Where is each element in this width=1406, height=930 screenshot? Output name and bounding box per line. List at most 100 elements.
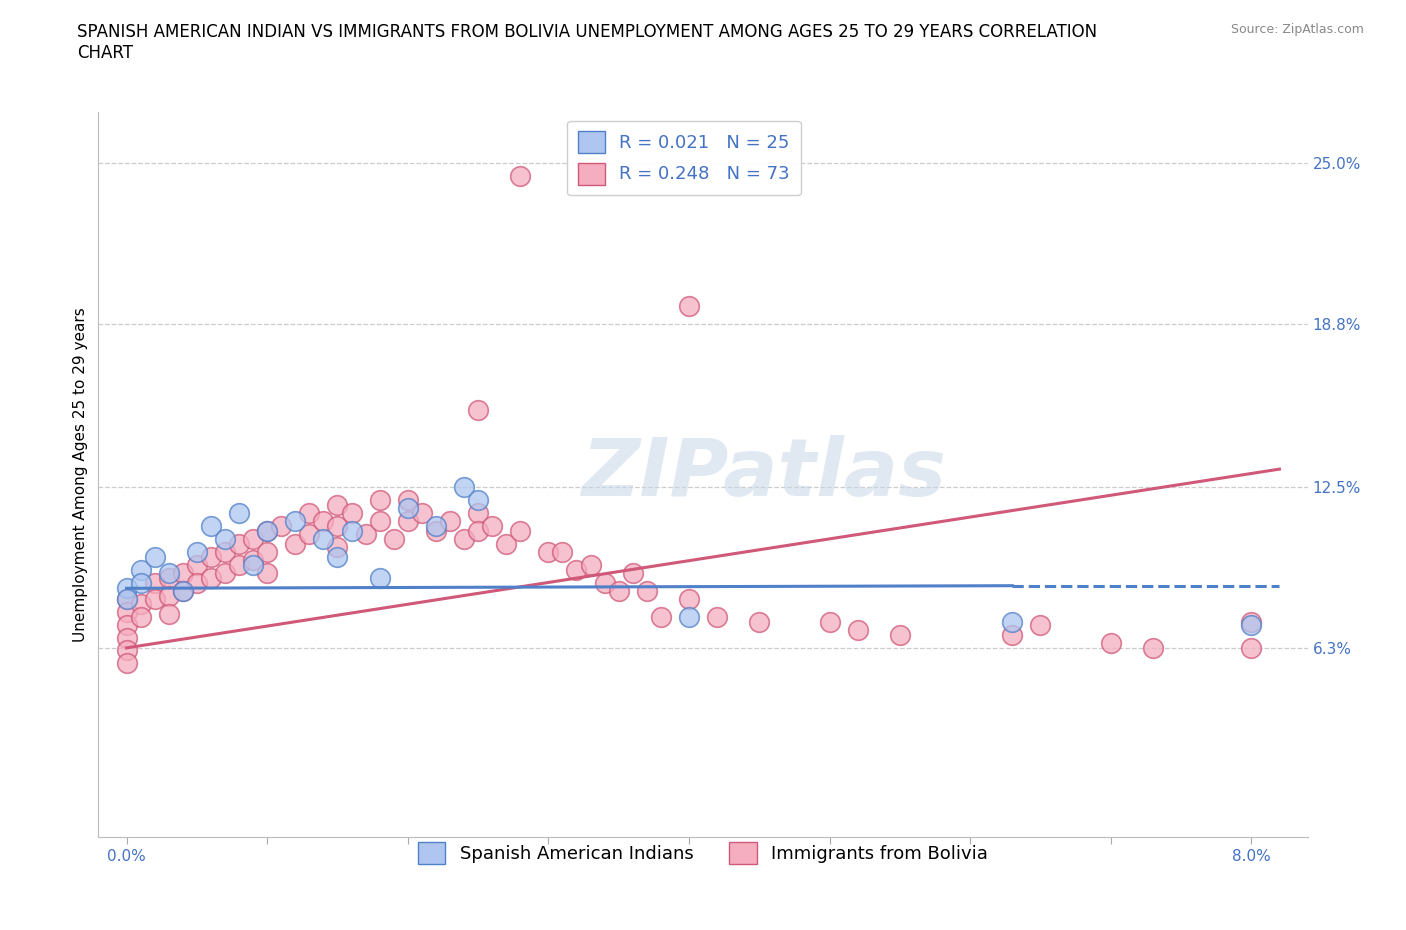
- Text: SPANISH AMERICAN INDIAN VS IMMIGRANTS FROM BOLIVIA UNEMPLOYMENT AMONG AGES 25 TO: SPANISH AMERICAN INDIAN VS IMMIGRANTS FR…: [77, 23, 1098, 62]
- Point: [467, 506, 489, 521]
- Point: [467, 524, 489, 538]
- Point: [115, 643, 138, 658]
- Point: [242, 552, 264, 567]
- Point: [593, 576, 616, 591]
- Point: [186, 558, 208, 573]
- Point: [115, 604, 138, 619]
- Point: [1240, 618, 1263, 632]
- Point: [129, 563, 152, 578]
- Point: [425, 524, 447, 538]
- Point: [143, 550, 166, 565]
- Point: [256, 565, 278, 580]
- Point: [537, 545, 560, 560]
- Point: [368, 570, 391, 585]
- Point: [889, 628, 911, 643]
- Point: [186, 545, 208, 560]
- Point: [621, 565, 644, 580]
- Point: [678, 299, 700, 313]
- Point: [846, 622, 869, 637]
- Point: [453, 532, 475, 547]
- Point: [115, 591, 138, 606]
- Point: [242, 532, 264, 547]
- Point: [172, 565, 194, 580]
- Point: [228, 537, 250, 551]
- Point: [467, 402, 489, 417]
- Point: [411, 506, 433, 521]
- Point: [607, 583, 630, 598]
- Point: [228, 558, 250, 573]
- Point: [312, 513, 335, 528]
- Point: [467, 493, 489, 508]
- Point: [551, 545, 574, 560]
- Point: [172, 583, 194, 598]
- Point: [115, 618, 138, 632]
- Point: [1099, 635, 1122, 650]
- Point: [340, 524, 363, 538]
- Point: [298, 526, 321, 541]
- Point: [1001, 615, 1024, 630]
- Point: [115, 631, 138, 645]
- Point: [129, 609, 152, 624]
- Point: [748, 615, 770, 630]
- Point: [1029, 618, 1052, 632]
- Point: [143, 576, 166, 591]
- Point: [312, 532, 335, 547]
- Point: [1142, 641, 1164, 656]
- Point: [284, 537, 307, 551]
- Point: [396, 513, 419, 528]
- Point: [270, 519, 292, 534]
- Point: [129, 576, 152, 591]
- Point: [115, 656, 138, 671]
- Point: [284, 513, 307, 528]
- Point: [172, 583, 194, 598]
- Point: [157, 570, 180, 585]
- Point: [368, 493, 391, 508]
- Point: [340, 506, 363, 521]
- Point: [650, 609, 672, 624]
- Point: [439, 513, 461, 528]
- Point: [186, 576, 208, 591]
- Point: [326, 498, 349, 512]
- Point: [157, 589, 180, 604]
- Point: [228, 506, 250, 521]
- Point: [425, 519, 447, 534]
- Point: [579, 558, 602, 573]
- Point: [565, 563, 588, 578]
- Point: [326, 550, 349, 565]
- Point: [382, 532, 405, 547]
- Point: [354, 526, 377, 541]
- Point: [509, 169, 531, 184]
- Point: [157, 606, 180, 621]
- Point: [115, 581, 138, 596]
- Y-axis label: Unemployment Among Ages 25 to 29 years: Unemployment Among Ages 25 to 29 years: [73, 307, 89, 642]
- Point: [453, 480, 475, 495]
- Point: [214, 545, 236, 560]
- Point: [143, 591, 166, 606]
- Point: [242, 558, 264, 573]
- Point: [1240, 615, 1263, 630]
- Point: [396, 493, 419, 508]
- Text: ZIPatlas: ZIPatlas: [581, 435, 946, 513]
- Point: [214, 565, 236, 580]
- Point: [200, 550, 222, 565]
- Point: [509, 524, 531, 538]
- Point: [214, 532, 236, 547]
- Point: [115, 591, 138, 606]
- Point: [396, 500, 419, 515]
- Point: [678, 609, 700, 624]
- Point: [481, 519, 503, 534]
- Point: [818, 615, 841, 630]
- Point: [495, 537, 517, 551]
- Point: [1240, 641, 1263, 656]
- Point: [129, 596, 152, 611]
- Point: [256, 524, 278, 538]
- Point: [1001, 628, 1024, 643]
- Point: [678, 591, 700, 606]
- Point: [326, 539, 349, 554]
- Point: [200, 519, 222, 534]
- Point: [157, 565, 180, 580]
- Point: [256, 524, 278, 538]
- Point: [326, 519, 349, 534]
- Point: [706, 609, 728, 624]
- Legend: Spanish American Indians, Immigrants from Bolivia: Spanish American Indians, Immigrants fro…: [411, 835, 995, 871]
